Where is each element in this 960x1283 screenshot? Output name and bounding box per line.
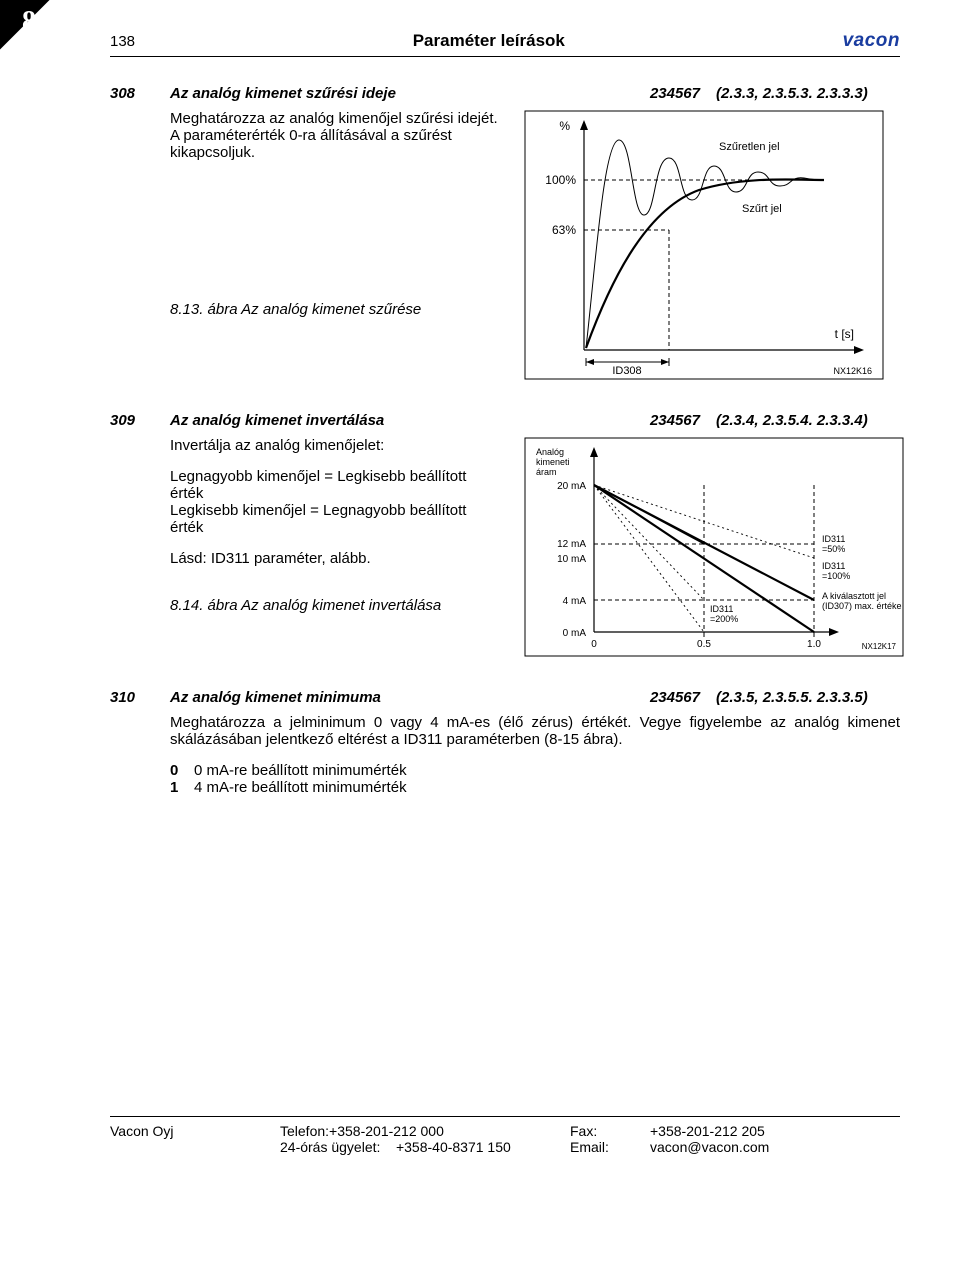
ann: =100% bbox=[822, 571, 850, 581]
option-row: 1 4 mA-re beállított minimumérték bbox=[170, 779, 900, 796]
ytick: 10 mA bbox=[557, 554, 586, 565]
filtered-label: Szűrt jel bbox=[742, 203, 782, 215]
footer-support-label: 24-órás ügyelet: bbox=[280, 1139, 380, 1155]
param-body: Lásd: ID311 paraméter, alább. bbox=[170, 550, 500, 567]
ytick: 20 mA bbox=[557, 481, 586, 492]
brand-logo: vacon bbox=[843, 30, 900, 52]
raw-label: Szűretlen jel bbox=[719, 141, 780, 153]
ann: (ID307) max. értéke bbox=[822, 601, 902, 611]
ytick: 0 mA bbox=[563, 628, 587, 639]
y-axis-label: % bbox=[559, 119, 570, 133]
id308-label: ID308 bbox=[612, 365, 641, 377]
option-list: 0 0 mA-re beállított minimumérték 1 4 mA… bbox=[170, 762, 900, 796]
footer-tel: +358-201-212 000 bbox=[329, 1123, 444, 1139]
footer-tel-label: Telefon: bbox=[280, 1123, 329, 1139]
xtick: 0.5 bbox=[697, 639, 711, 650]
param-ref: 234567 bbox=[600, 689, 700, 706]
param-sections: (2.3.4, 2.3.5.4. 2.3.3.4) bbox=[700, 412, 900, 429]
option-key: 1 bbox=[170, 779, 184, 796]
figure-caption: 8.14. ábra Az analóg kimenet invertálása bbox=[170, 597, 500, 614]
option-value: 4 mA-re beállított minimumérték bbox=[194, 779, 407, 796]
param-id: 309 bbox=[110, 412, 170, 429]
page-title: Paraméter leírások bbox=[135, 31, 843, 51]
xtick: 1.0 bbox=[807, 639, 821, 650]
param-ref: 234567 bbox=[600, 85, 700, 102]
footer-fax: +358-201-212 205 bbox=[650, 1123, 769, 1139]
invert-chart: Analóg kimeneti áram 20 mA 12 mA 10 mA 4… bbox=[524, 437, 904, 661]
xtick: 0 bbox=[591, 639, 597, 650]
param-body: Legkisebb kimenőjel = Legnagyobb beállít… bbox=[170, 502, 500, 536]
param-id: 310 bbox=[110, 689, 170, 706]
chart-code: NX12K16 bbox=[833, 366, 872, 376]
chapter-number: 8 bbox=[22, 6, 36, 38]
param-sections: (2.3.3, 2.3.5.3. 2.3.3.3) bbox=[700, 85, 900, 102]
param-309: 309 Az analóg kimenet invertálása 234567… bbox=[110, 412, 900, 661]
chart-code: NX12K17 bbox=[862, 642, 897, 651]
param-sections: (2.3.5, 2.3.5.5. 2.3.3.5) bbox=[700, 689, 900, 706]
option-key: 0 bbox=[170, 762, 184, 779]
page-header: 138 Paraméter leírások vacon bbox=[110, 0, 900, 57]
ann: =50% bbox=[822, 544, 845, 554]
y-title-3: áram bbox=[536, 467, 557, 477]
param-id: 308 bbox=[110, 85, 170, 102]
footer-company: Vacon Oyj bbox=[110, 1123, 280, 1155]
param-body: Meghatározza a jelminimum 0 vagy 4 mA-es… bbox=[170, 714, 900, 748]
param-308: 308 Az analóg kimenet szűrési ideje 2345… bbox=[110, 85, 900, 384]
ytick-100: 100% bbox=[545, 173, 576, 187]
ann: ID311 bbox=[710, 604, 733, 614]
ytick-63: 63% bbox=[552, 223, 576, 237]
option-row: 0 0 mA-re beállított minimumérték bbox=[170, 762, 900, 779]
ann: ID311 bbox=[822, 534, 845, 544]
option-value: 0 mA-re beállított minimumérték bbox=[194, 762, 407, 779]
param-name: Az analóg kimenet minimuma bbox=[170, 689, 600, 706]
ytick: 4 mA bbox=[563, 596, 587, 607]
footer-email-label: Email: bbox=[570, 1139, 650, 1155]
y-title-2: kimeneti bbox=[536, 457, 570, 467]
ann: A kiválasztott jel bbox=[822, 591, 886, 601]
footer-fax-label: Fax: bbox=[570, 1123, 650, 1139]
param-name: Az analóg kimenet invertálása bbox=[170, 412, 600, 429]
ann: =200% bbox=[710, 614, 738, 624]
param-body: Legnagyobb kimenőjel = Legkisebb beállít… bbox=[170, 468, 500, 502]
filter-chart: % t [s] 100% 63% Szűretlen jel Szűrt jel bbox=[524, 110, 900, 384]
y-title-1: Analóg bbox=[536, 447, 564, 457]
footer-email: vacon@vacon.com bbox=[650, 1139, 769, 1155]
page-footer: Vacon Oyj Telefon:+358-201-212 000 24-ór… bbox=[110, 1116, 900, 1155]
param-name: Az analóg kimenet szűrési ideje bbox=[170, 85, 600, 102]
param-310: 310 Az analóg kimenet minimuma 234567 (2… bbox=[110, 689, 900, 796]
footer-support: +358-40-8371 150 bbox=[396, 1139, 511, 1155]
ytick: 12 mA bbox=[557, 539, 586, 550]
page-number: 138 bbox=[110, 33, 135, 50]
param-ref: 234567 bbox=[600, 412, 700, 429]
figure-caption: 8.13. ábra Az analóg kimenet szűrése bbox=[170, 301, 500, 318]
param-body: Meghatározza az analóg kimenőjel szűrési… bbox=[170, 110, 500, 161]
ann: ID311 bbox=[822, 561, 845, 571]
param-body: Invertálja az analóg kimenőjelet: bbox=[170, 437, 500, 454]
x-axis-label: t [s] bbox=[835, 327, 854, 341]
